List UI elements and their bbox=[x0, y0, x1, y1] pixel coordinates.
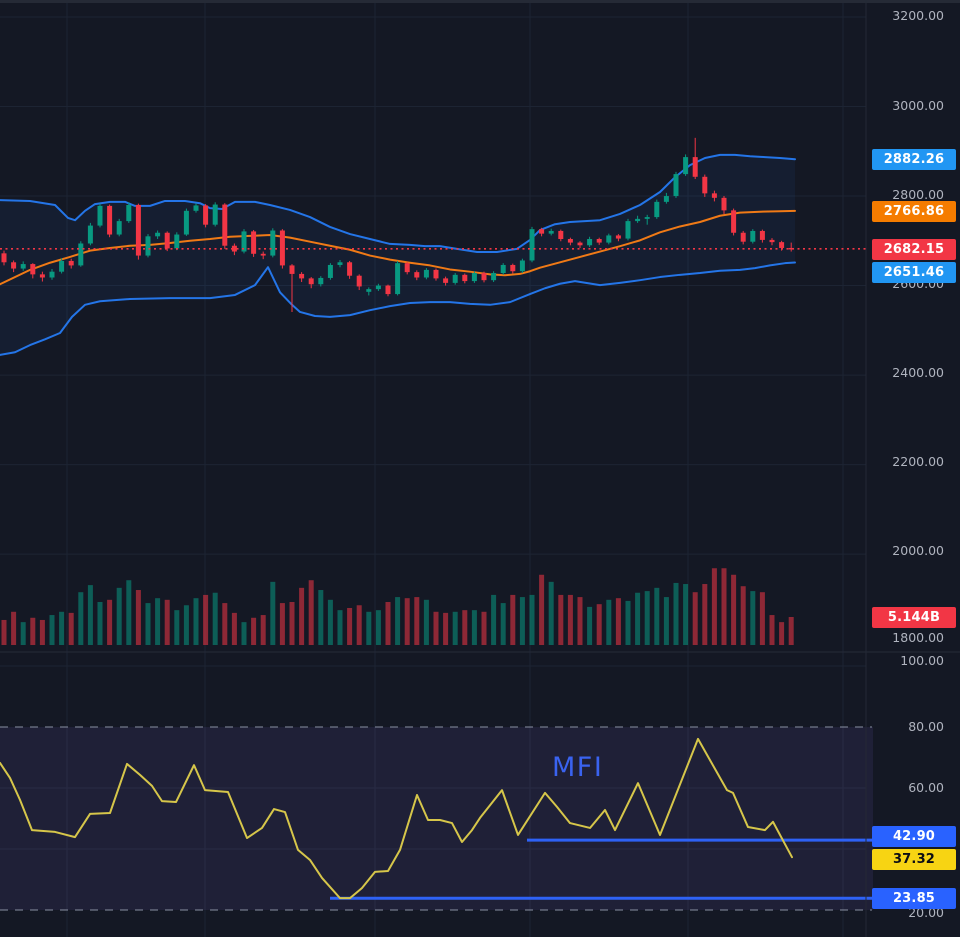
axis-tick-80.00: 80.00 bbox=[908, 719, 944, 734]
axis-tick-100.00: 100.00 bbox=[900, 653, 944, 668]
mfi-upper-line-badge: 42.90 bbox=[872, 825, 956, 847]
axis-tick-2000.00: 2000.00 bbox=[892, 543, 944, 558]
axis-tick-2800.00: 2800.00 bbox=[892, 187, 944, 202]
last-price-badge: 2682.15 bbox=[872, 238, 956, 260]
axis-tick-60.00: 60.00 bbox=[908, 780, 944, 795]
axis-tick-3000.00: 3000.00 bbox=[892, 98, 944, 113]
volume-value-badge: 5.144B bbox=[872, 606, 956, 628]
axis-tick-20.00: 20.00 bbox=[908, 905, 944, 920]
price-axis[interactable]: 3200.00 3000.00 2800.00 2600.00 2400.00 2200.… bbox=[866, 0, 960, 937]
bb-upper-value-badge: 2882.26 bbox=[872, 148, 956, 170]
mfi-indicator-label: MFI bbox=[552, 752, 604, 783]
bb-basis-value-badge: 2766.86 bbox=[872, 200, 956, 222]
mfi-value-badge: 37.32 bbox=[872, 848, 956, 870]
axis-tick-3200.00: 3200.00 bbox=[892, 8, 944, 23]
bb-lower-value-badge: 2651.46 bbox=[872, 261, 956, 283]
axis-tick-2400.00: 2400.00 bbox=[892, 365, 944, 380]
mfi-lower-line-badge: 23.85 bbox=[872, 887, 956, 909]
axis-tick-1800.00: 1800.00 bbox=[892, 630, 944, 645]
axis-tick-2200.00: 2200.00 bbox=[892, 454, 944, 469]
